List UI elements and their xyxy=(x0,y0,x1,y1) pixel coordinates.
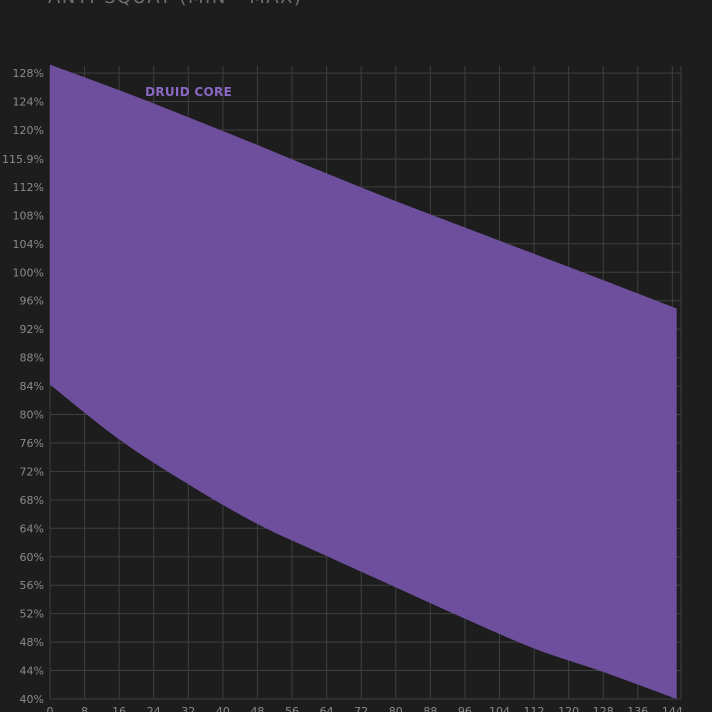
y-tick-label: 40% xyxy=(20,693,44,706)
y-tick-label: 60% xyxy=(20,551,44,564)
y-tick-label: 128% xyxy=(13,67,44,80)
x-tick-label: 112 xyxy=(524,705,545,712)
x-axis-ticks: 0 8 16 24 32 40 48 56 64 72 80 88 96 104 112 120 128 136 1… xyxy=(47,705,683,712)
x-tick-label: 128 xyxy=(593,705,614,712)
y-tick-label: 104% xyxy=(13,238,44,251)
y-tick-label: 48% xyxy=(20,636,44,649)
y-tick-label: 56% xyxy=(20,579,44,592)
x-tick-label: 8 xyxy=(81,705,88,712)
y-tick-label: 96% xyxy=(20,295,44,308)
x-tick-label: 96 xyxy=(458,705,472,712)
x-tick-label: 16 xyxy=(112,705,126,712)
y-axis-ticks: 40% 44% 48% 52% 56% 60% 64% 68% 72% 76% 80% 84% 88% 9… xyxy=(2,67,44,706)
y-tick-label: 52% xyxy=(20,608,44,621)
series-label: DRUID CORE xyxy=(145,85,232,99)
y-tick-label: 92% xyxy=(20,323,44,336)
x-tick-label: 40 xyxy=(216,705,230,712)
y-tick-label: 76% xyxy=(20,437,44,450)
x-tick-label: 56 xyxy=(285,705,299,712)
x-tick-label: 136 xyxy=(627,705,648,712)
y-tick-label: 44% xyxy=(20,665,44,678)
x-tick-label: 0 xyxy=(47,705,54,712)
x-tick-label: 48 xyxy=(250,705,264,712)
y-tick-label: 120% xyxy=(13,124,44,137)
y-tick-label: 100% xyxy=(13,266,44,279)
y-tick-label: 84% xyxy=(20,380,44,393)
x-tick-label: 104 xyxy=(489,705,510,712)
range-area-druid-core xyxy=(50,64,677,699)
x-tick-label: 88 xyxy=(423,705,437,712)
y-tick-label: 64% xyxy=(20,522,44,535)
y-tick-label: 115.9% xyxy=(2,153,44,166)
x-tick-label: 80 xyxy=(389,705,403,712)
y-tick-label: 72% xyxy=(20,465,44,478)
x-tick-label: 32 xyxy=(181,705,195,712)
y-tick-label: 80% xyxy=(20,409,44,422)
label-layer: DRUID CORE xyxy=(145,85,232,99)
chart-title: ANTI-SQUAT (MIN - MAX) xyxy=(48,0,302,8)
x-tick-label: 144 xyxy=(662,705,683,712)
x-tick-label: 64 xyxy=(320,705,334,712)
y-tick-label: 68% xyxy=(20,494,44,507)
x-tick-label: 72 xyxy=(354,705,368,712)
y-tick-label: 108% xyxy=(13,209,44,222)
y-tick-label: 88% xyxy=(20,352,44,365)
x-tick-label: 24 xyxy=(147,705,161,712)
y-tick-label: 124% xyxy=(13,96,44,109)
y-tick-label: 112% xyxy=(13,181,44,194)
x-tick-label: 120 xyxy=(558,705,579,712)
area-layer xyxy=(50,64,677,699)
